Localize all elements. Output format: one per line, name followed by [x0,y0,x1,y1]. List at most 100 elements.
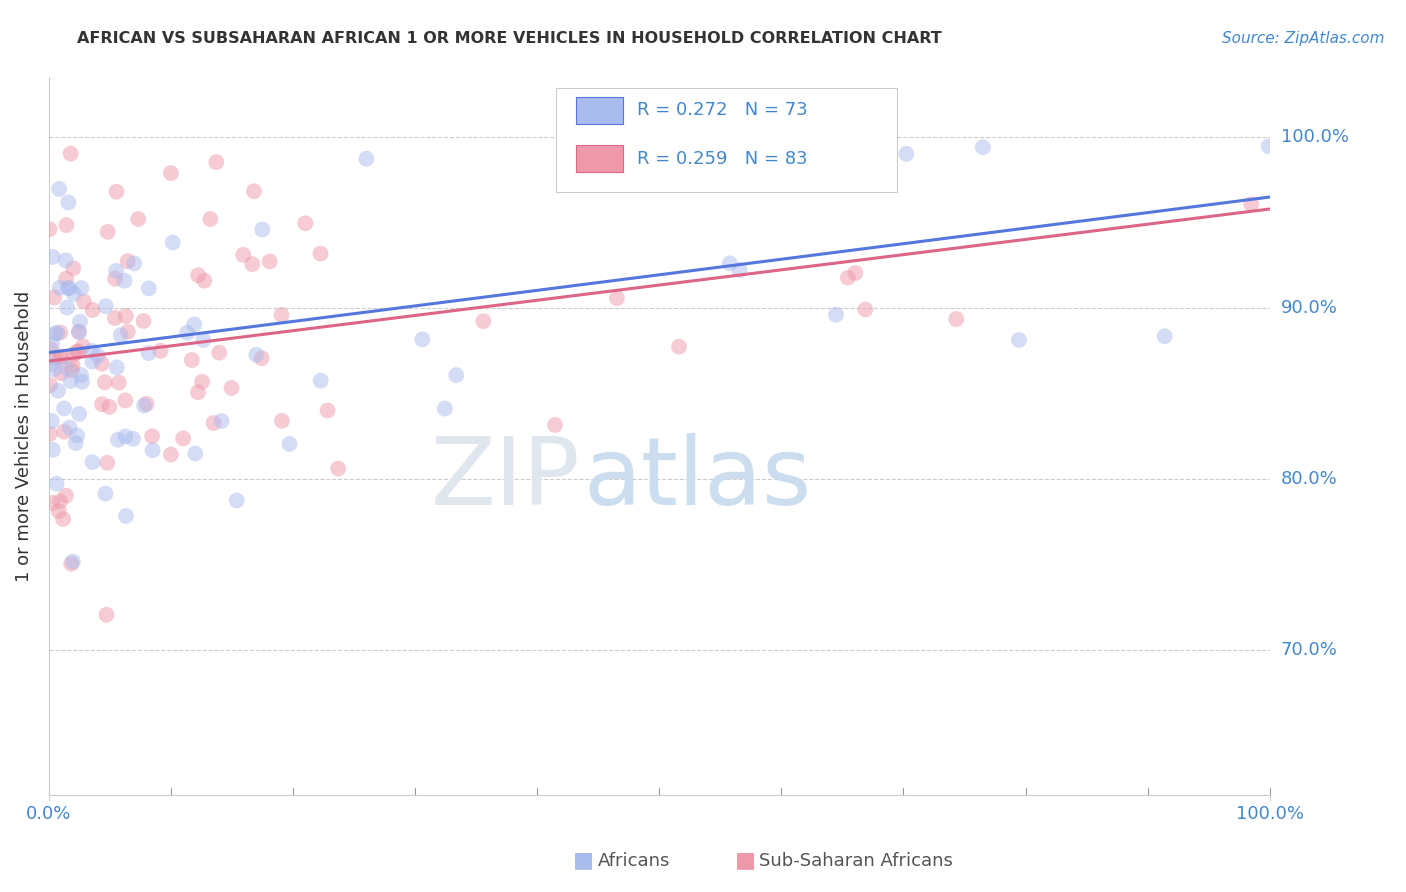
Point [844,266,866,280]
Point [309,374,332,388]
Point [96,607,118,622]
Y-axis label: 1 or more Vehicles in Household: 1 or more Vehicles in Household [15,291,32,582]
Point [46,384,69,398]
Point [80,343,103,358]
Point [132,314,155,328]
Point [66,428,89,442]
Point [52,512,75,526]
Point [48,281,70,295]
Point [606,291,628,305]
Point [184,447,207,461]
Point [259,254,281,268]
Point [270,414,292,428]
Point [56,281,79,295]
Point [162,235,184,250]
Point [39,343,62,357]
Point [278,437,301,451]
Point [41,414,63,428]
Point [67,407,90,421]
FancyBboxPatch shape [576,97,623,124]
Point [252,222,274,236]
Point [62,359,84,373]
Point [172,431,194,445]
Point [187,268,209,282]
Point [211,414,233,428]
Point [41,337,63,351]
Point [59,146,82,161]
Point [53,425,76,439]
Point [328,461,350,475]
Point [58,195,80,210]
Point [62,261,84,276]
Point [39,378,62,392]
Point [200,212,222,227]
Point [250,351,273,366]
Point [176,326,198,340]
Point [316,403,339,417]
Point [49,366,72,380]
Point [245,348,267,362]
Text: AFRICAN VS SUBSAHARAN AFRICAN 1 OR MORE VEHICLES IN HOUSEHOLD CORRELATION CHART: AFRICAN VS SUBSAHARAN AFRICAN 1 OR MORE … [77,31,942,46]
Point [55,489,77,503]
Point [141,429,163,443]
Point [48,182,70,196]
Point [49,326,72,340]
Point [294,216,316,230]
Point [44,326,66,341]
Point [48,504,70,518]
Text: 100.0%: 100.0% [1281,128,1348,146]
Point [51,349,73,363]
Point [243,184,266,198]
Point [853,302,876,317]
Point [67,344,90,359]
Point [160,166,183,180]
Text: 70.0%: 70.0% [1281,640,1337,659]
Point [825,308,848,322]
Point [135,397,157,411]
Point [110,328,132,343]
Point [39,357,62,371]
Point [45,476,67,491]
Point [38,427,60,442]
Point [67,325,90,339]
Point [72,339,94,353]
Point [122,432,145,446]
Point [59,374,82,388]
Point [82,303,104,318]
Point [193,333,215,347]
Point [46,326,69,341]
Point [117,325,139,339]
Point [55,271,77,285]
Text: Africans: Africans [598,852,669,870]
Point [446,368,468,383]
Point [62,554,84,568]
Point [42,362,65,376]
Point [187,385,209,400]
Text: ■: ■ [574,850,593,870]
Point [544,417,567,432]
Text: 90.0%: 90.0% [1281,299,1337,317]
Point [98,400,121,414]
Point [270,308,292,322]
Point [433,401,456,416]
Text: Source: ZipAtlas.com: Source: ZipAtlas.com [1222,31,1385,46]
Text: 80.0%: 80.0% [1281,470,1337,488]
Point [718,256,741,270]
Point [205,155,228,169]
FancyBboxPatch shape [576,145,623,172]
FancyBboxPatch shape [555,88,897,193]
Text: ■: ■ [735,850,755,870]
Point [945,312,967,326]
Point [65,436,87,450]
Point [105,264,128,278]
Point [63,286,86,301]
Point [356,152,378,166]
Point [87,349,110,363]
Point [41,496,63,510]
Point [42,442,65,457]
Point [411,333,433,347]
Point [122,256,145,270]
Point [58,281,80,295]
Point [82,455,104,469]
Text: ZIP: ZIP [430,434,581,525]
